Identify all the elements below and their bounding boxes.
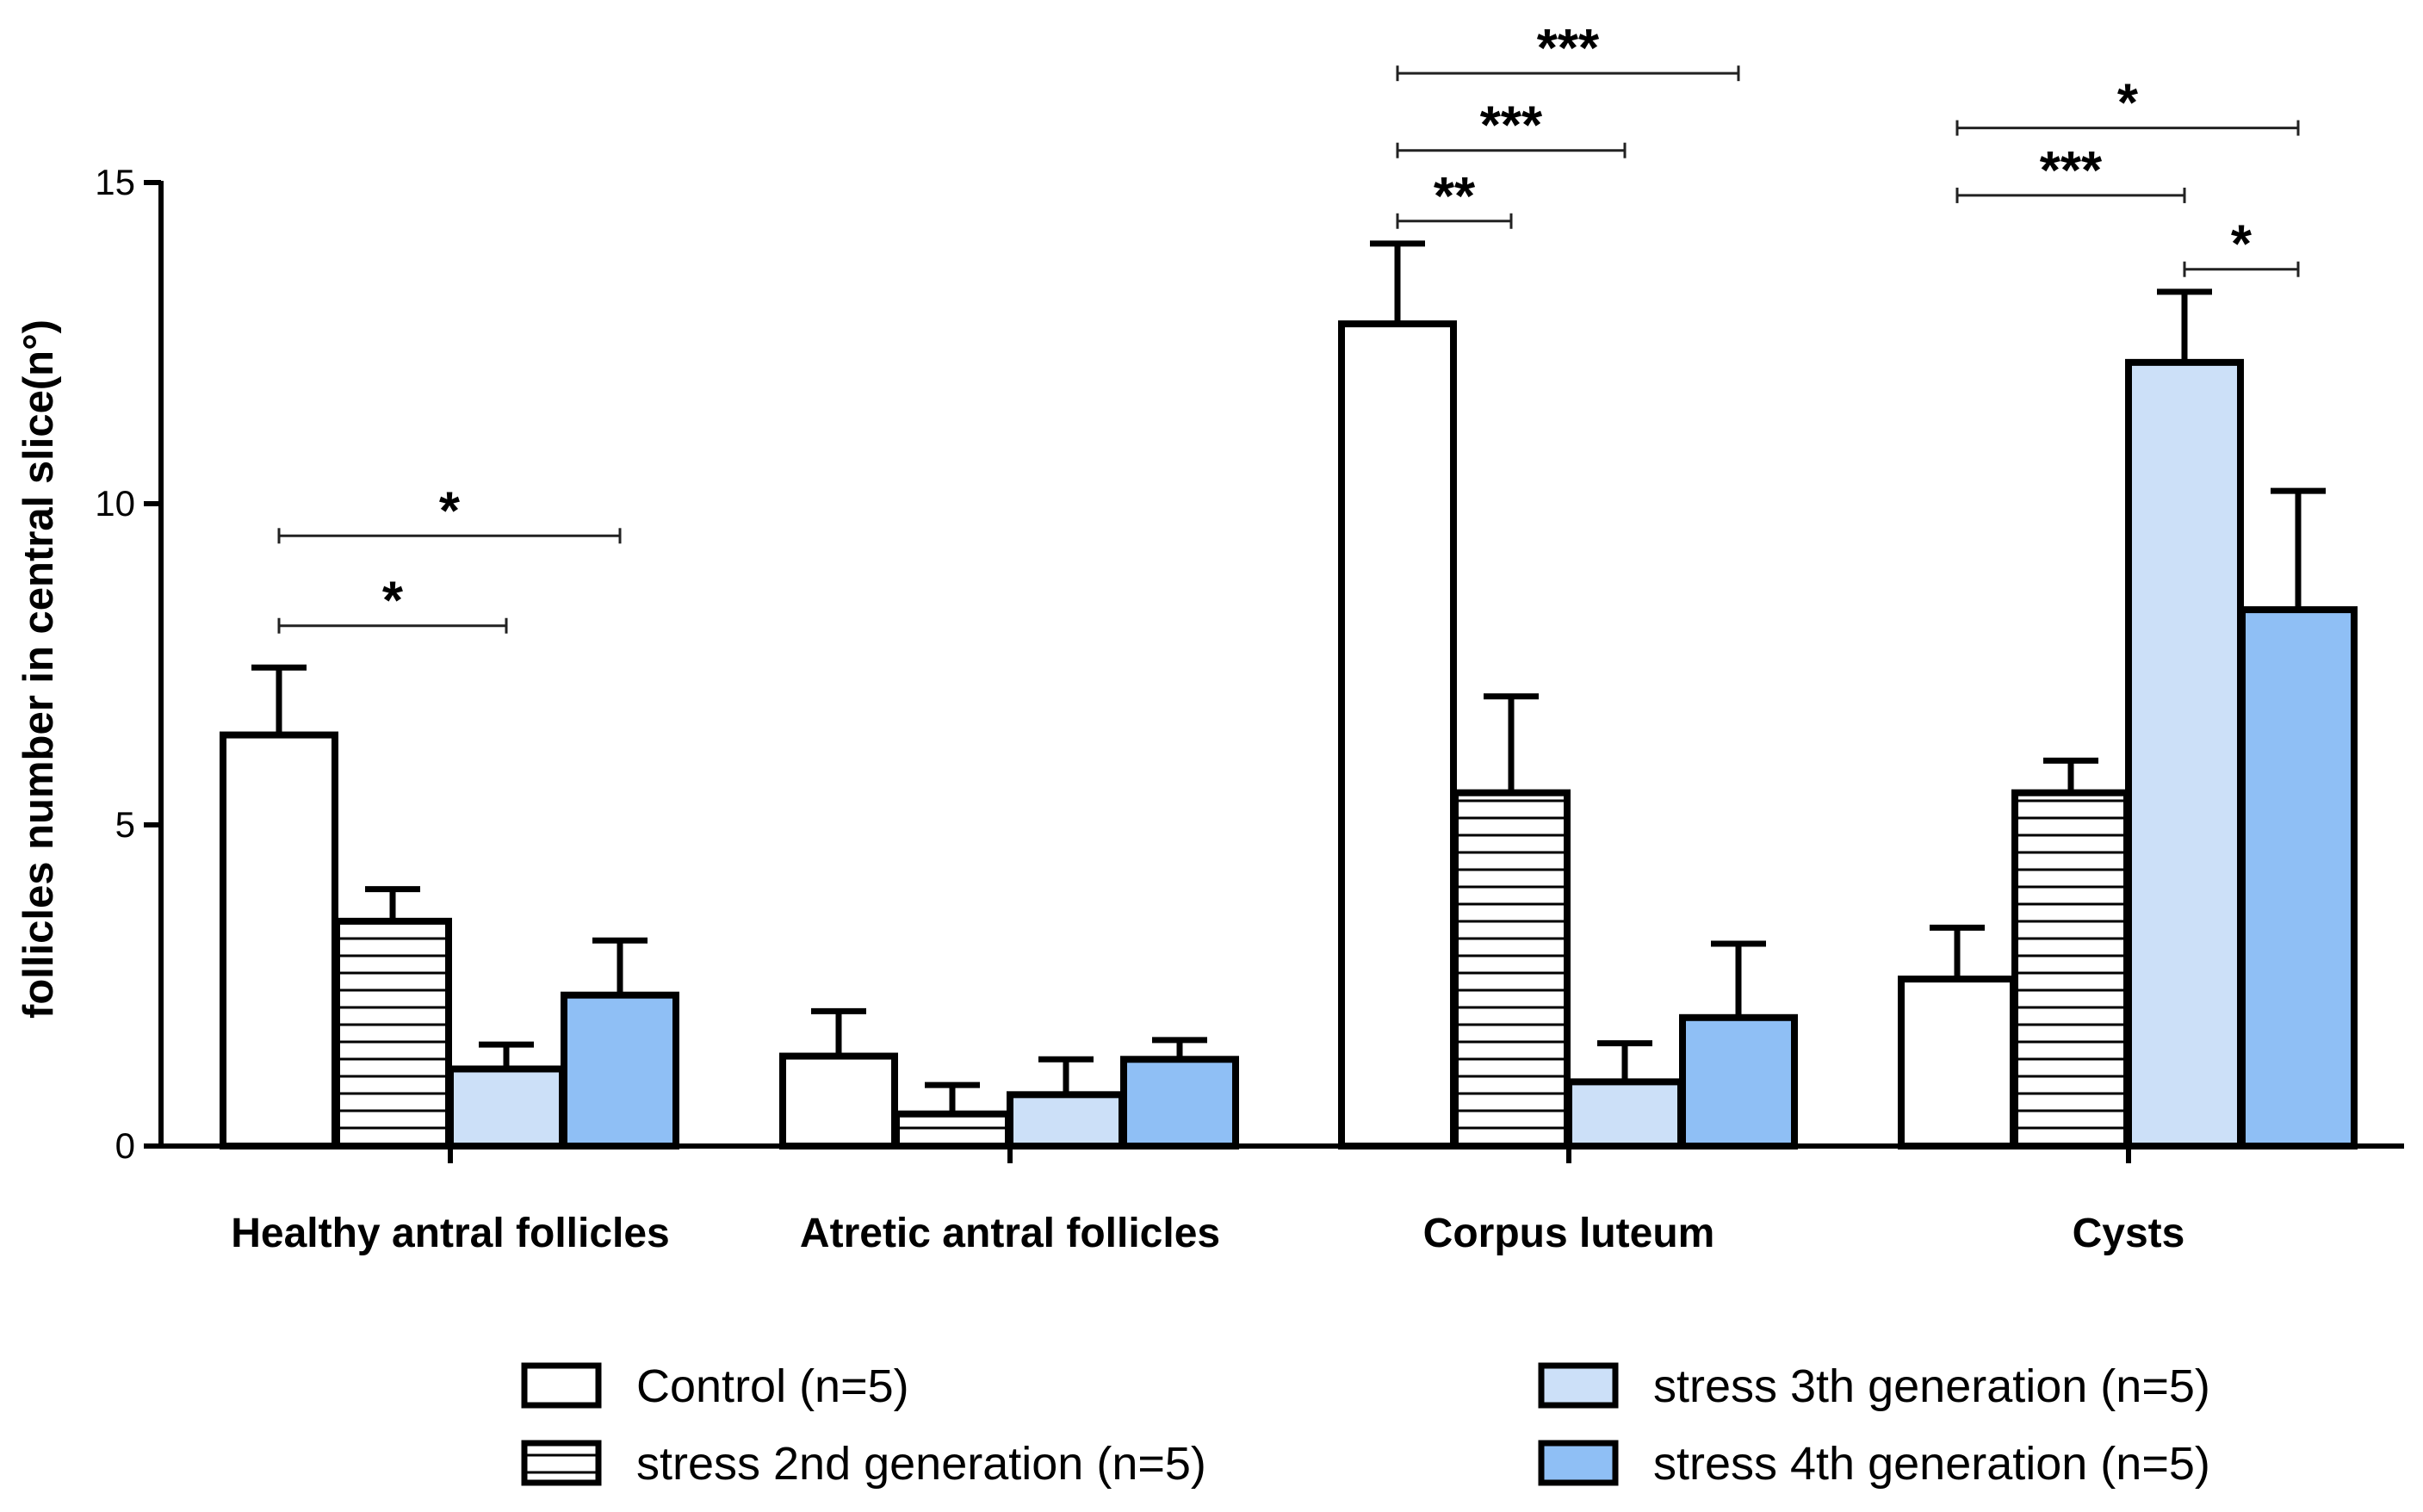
legend: Control (n=5) stress 2nd generation (n=5)… <box>521 1360 2210 1490</box>
significance-label: * <box>2231 215 2253 275</box>
bar <box>1120 1056 1239 1150</box>
bar <box>561 991 679 1149</box>
significance-label: * <box>382 572 404 631</box>
bar <box>2011 789 2130 1149</box>
bar <box>1898 976 2017 1150</box>
bar <box>333 917 452 1150</box>
legend-label: stress 3th generation (n=5) <box>1653 1360 2210 1412</box>
axes: 0 5 10 15 Healthy antral follicles Atretic an… <box>15 162 2404 1256</box>
y-tick-label: 15 <box>95 162 135 202</box>
legend-label: stress 4th generation (n=5) <box>1653 1438 2210 1490</box>
bar <box>447 1065 566 1149</box>
bar <box>1338 320 1457 1149</box>
bar <box>220 731 338 1149</box>
legend-swatch <box>521 1440 602 1486</box>
legend-label: Control (n=5) <box>636 1360 909 1412</box>
significance-label: ** <box>1434 167 1476 226</box>
significance-label: *** <box>1537 19 1600 78</box>
bar <box>2239 606 2358 1149</box>
bar <box>779 1052 898 1150</box>
bars <box>220 320 2358 1150</box>
legend-swatch <box>521 1362 602 1409</box>
y-tick-label: 0 <box>115 1125 135 1166</box>
x-category-label: Atretic antral follicles <box>800 1211 1220 1256</box>
significance-label: *** <box>1480 96 1543 156</box>
y-tick-label: 10 <box>95 483 135 524</box>
legend-swatch <box>1538 1440 1619 1486</box>
bar <box>1452 789 1571 1149</box>
x-category-label: Healthy antral follicles <box>231 1211 670 1256</box>
error-bars <box>251 240 2326 1114</box>
bar <box>1007 1091 1125 1149</box>
bar <box>893 1110 1012 1149</box>
significance-label: *** <box>2040 141 2103 201</box>
bar <box>1679 1013 1798 1150</box>
y-tick-label: 5 <box>115 804 135 845</box>
y-axis-title: follicles number in central slice(n°) <box>15 319 62 1019</box>
x-category-label: Corpus luteum <box>1423 1211 1715 1256</box>
significance-annotations: *************** <box>277 19 2300 634</box>
legend-label: stress 2nd generation (n=5) <box>636 1438 1206 1490</box>
legend-swatch <box>1538 1362 1619 1409</box>
significance-label: * <box>439 481 461 541</box>
bar <box>1565 1078 1684 1150</box>
bar <box>2125 358 2244 1149</box>
x-category-label: Cysts <box>2073 1211 2185 1256</box>
significance-label: * <box>2117 74 2139 133</box>
